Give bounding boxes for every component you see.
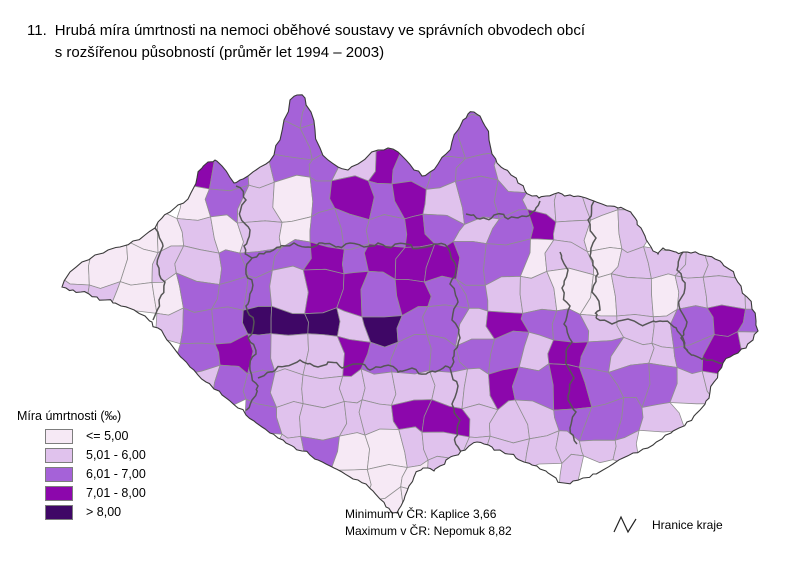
district-cell [302,333,345,380]
district-cell [578,439,617,464]
kraj-border-line [152,227,166,321]
district-cell [702,244,747,280]
district-cell [421,431,470,461]
legend-rows: <= 5,00 5,01 - 6,00 6,01 - 7,00 7,01 - 8,00… [45,428,146,520]
figure-number: 11. [27,22,47,39]
district-cell [299,400,348,441]
district-cell [111,281,158,314]
district-cell [638,402,686,433]
district-cell [272,174,314,223]
district-cell [179,307,216,345]
district-cell [650,273,680,318]
district-cell [272,433,306,471]
district-cell [208,144,253,192]
kraj-border-line [245,257,259,411]
kraj-border-line [587,200,601,319]
legend-class-label: <= 5,00 [86,429,129,443]
district-cell [744,278,758,310]
region-boundary-icon [613,515,637,534]
district-cell [674,275,708,310]
kraj-border-line [595,317,689,353]
district-cell [330,468,372,502]
figure-title-line2: s rozšířenou působností (průměr let 1994… [54,44,385,61]
figure-title: 11. Hrubá míra úmrtnosti na nemoci oběho… [27,20,585,64]
legend-class-label: 7,01 - 8,00 [86,486,146,500]
kraj-border-line [447,247,462,453]
district-cell [269,368,304,408]
kraj-border-line [257,359,451,379]
legend-row: 6,01 - 7,00 [45,466,146,482]
kraj-border-line [251,242,449,259]
map-legend: Míra úmrtnosti (‰) <= 5,00 5,01 - 6,00 6,0… [17,409,146,524]
country-outline [61,94,759,514]
district-cell [457,113,500,159]
minimum-annotation: Minimum v ČR: Kaplice 3,66 [345,507,497,521]
kraj-border-line [465,200,541,221]
maximum-annotation: Maximum v ČR: Nepomuk 8,82 [345,524,512,538]
legend-class-label: 6,01 - 7,00 [86,467,146,481]
legend-swatch [45,466,73,482]
district-cell [269,265,309,315]
figure-title-text: Hrubá míra úmrtnosti na nemoci oběhové s… [55,20,585,64]
boundary-legend-label: Hranice kraje [652,517,723,532]
legend-row: 7,01 - 8,00 [45,485,146,501]
district-cell [484,275,524,314]
figure-title-line1: Hrubá míra úmrtnosti na nemoci oběhové s… [54,22,586,39]
legend-row: > 8,00 [45,504,146,520]
district-cell [360,368,397,406]
legend-class-label: > 8,00 [86,505,122,519]
district-cell [175,364,221,409]
district-cell [737,331,758,380]
legend-class-label: 5,01 - 6,00 [86,448,146,462]
district-cell [365,214,408,248]
legend-row: 5,01 - 6,00 [45,447,146,463]
legend-swatch [45,447,73,463]
boundary-legend: Hranice kraje [612,513,723,536]
district-cell [702,275,746,310]
district-cell [485,435,531,471]
kraj-border-line [235,185,253,259]
minmax-annotations: Minimum v ČR: Kaplice 3,66 Maximum v ČR:… [345,506,512,540]
district-cell [610,273,654,318]
kraj-border-line [676,251,689,353]
district-cell [299,94,346,129]
legend-swatch [45,428,73,444]
legend-swatch [45,485,73,501]
kraj-borders [152,185,723,453]
legend-swatch [45,504,73,520]
kraj-border-line [559,251,578,445]
legend-title: Míra úmrtnosti (‰) [17,409,122,423]
kraj-border-line [687,351,723,365]
legend-row: <= 5,00 [45,428,146,444]
district-cells [62,94,758,514]
district-cell [426,455,467,500]
district-cell [301,374,345,409]
district-cell [617,209,655,254]
